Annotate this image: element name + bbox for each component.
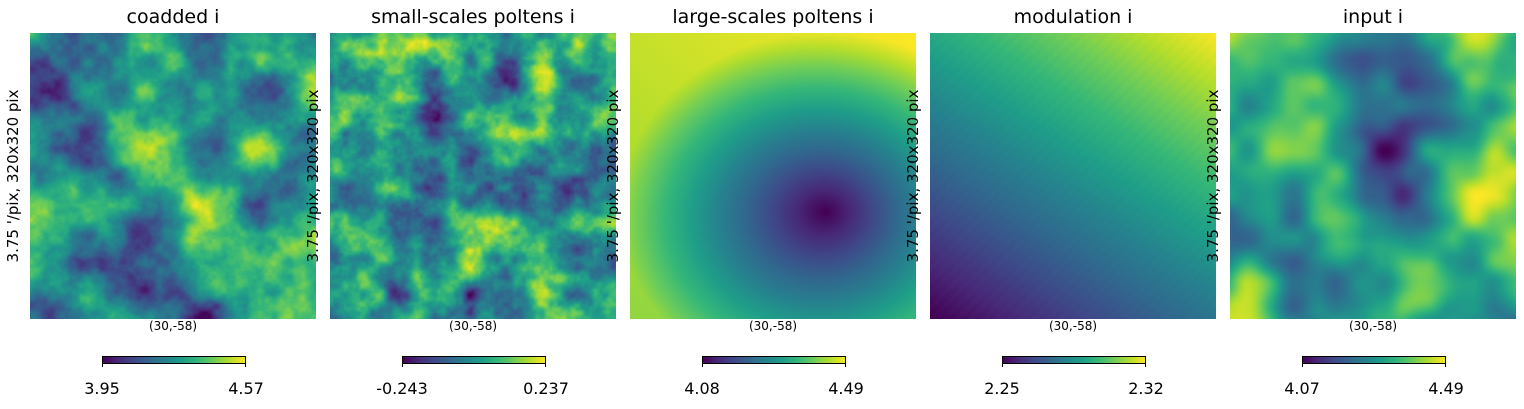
center-coordinate-label: (30,-58) bbox=[748, 319, 798, 333]
colorbar-min-label: 4.08 bbox=[684, 379, 720, 398]
panel-title: modulation i bbox=[1013, 6, 1133, 28]
colorbar bbox=[102, 356, 246, 367]
colorbar bbox=[1002, 356, 1146, 367]
center-coordinate-label: (30,-58) bbox=[1348, 319, 1398, 333]
colorbar-max-label: 2.32 bbox=[1128, 379, 1164, 398]
y-axis-label: 3.75 '/pix, 320x320 pix bbox=[1204, 89, 1222, 263]
center-coordinate-label: (30,-58) bbox=[448, 319, 498, 333]
colorbar bbox=[702, 356, 846, 367]
center-coordinate-label: (30,-58) bbox=[148, 319, 198, 333]
colorbar bbox=[1302, 356, 1446, 367]
colorbar-max-label: 4.49 bbox=[828, 379, 864, 398]
colorbar-gradient bbox=[1002, 356, 1146, 364]
y-axis-label: 3.75 '/pix, 320x320 pix bbox=[304, 89, 322, 263]
colorbar-max-label: 4.49 bbox=[1428, 379, 1464, 398]
panel-small-scales: small-scales poltens i 3.75 '/pix, 320x3… bbox=[304, 0, 630, 409]
panel-coadded: coadded i 3.75 '/pix, 320x320 pix (30,-5… bbox=[4, 0, 330, 409]
colorbar-max-label: 4.57 bbox=[228, 379, 264, 398]
panel-modulation: modulation i 3.75 '/pix, 320x320 pix (30… bbox=[904, 0, 1230, 409]
y-axis-label: 3.75 '/pix, 320x320 pix bbox=[4, 89, 22, 263]
colorbar-min-label: 4.07 bbox=[1284, 379, 1320, 398]
colorbar-gradient bbox=[1302, 356, 1446, 364]
heatmap-small-scales bbox=[330, 33, 616, 319]
heatmap-modulation bbox=[930, 33, 1216, 319]
colorbar bbox=[402, 356, 546, 367]
panel-title: input i bbox=[1342, 6, 1404, 28]
panel-large-scales: large-scales poltens i 3.75 '/pix, 320x3… bbox=[604, 0, 930, 409]
heatmap-input bbox=[1230, 33, 1516, 319]
center-coordinate-label: (30,-58) bbox=[1048, 319, 1098, 333]
colorbar-max-label: 0.237 bbox=[523, 379, 569, 398]
colorbar-gradient bbox=[702, 356, 846, 364]
panel-title: large-scales poltens i bbox=[672, 6, 874, 28]
colorbar-min-label: 2.25 bbox=[984, 379, 1020, 398]
panel-title: coadded i bbox=[126, 6, 220, 28]
y-axis-label: 3.75 '/pix, 320x320 pix bbox=[904, 89, 922, 263]
colorbar-min-label: 3.95 bbox=[84, 379, 120, 398]
colorbar-min-label: -0.243 bbox=[376, 379, 428, 398]
heatmap-coadded bbox=[30, 33, 316, 319]
heatmap-large-scales bbox=[630, 33, 916, 319]
colorbar-gradient bbox=[402, 356, 546, 364]
y-axis-label: 3.75 '/pix, 320x320 pix bbox=[604, 89, 622, 263]
panel-title: small-scales poltens i bbox=[371, 6, 575, 28]
panel-input: input i 3.75 '/pix, 320x320 pix (30,-58)… bbox=[1204, 0, 1524, 409]
colorbar-gradient bbox=[102, 356, 246, 364]
